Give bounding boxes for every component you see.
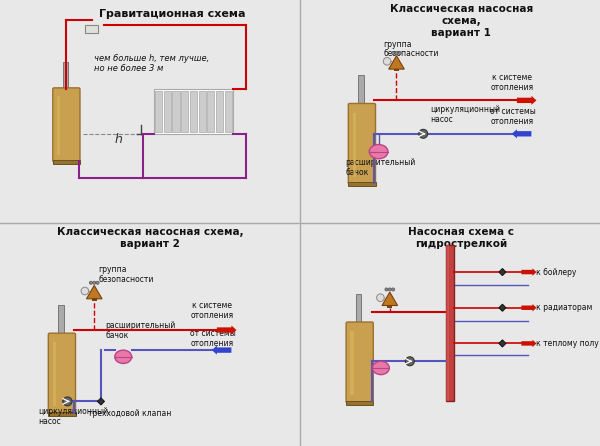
Bar bbox=[224, 91, 232, 132]
Bar bbox=[207, 91, 214, 132]
Text: циркуляционный: циркуляционный bbox=[430, 104, 500, 113]
Text: от системы: от системы bbox=[490, 107, 535, 116]
Text: насос: насос bbox=[38, 417, 61, 425]
FancyBboxPatch shape bbox=[53, 88, 80, 162]
FancyArrow shape bbox=[512, 129, 532, 138]
Bar bbox=[350, 331, 354, 395]
Bar bbox=[394, 69, 399, 71]
Text: к бойлеру: к бойлеру bbox=[536, 268, 576, 277]
Text: группа: группа bbox=[383, 40, 412, 49]
Bar bbox=[57, 96, 61, 155]
FancyBboxPatch shape bbox=[49, 333, 76, 414]
Bar bbox=[216, 91, 223, 132]
Bar bbox=[58, 305, 64, 334]
Polygon shape bbox=[382, 292, 398, 306]
Text: бачок: бачок bbox=[106, 331, 129, 340]
Ellipse shape bbox=[373, 361, 389, 375]
Bar bbox=[62, 62, 68, 89]
Text: Гравитационная схема: Гравитационная схема bbox=[99, 9, 245, 19]
Text: безопасности: безопасности bbox=[99, 275, 154, 284]
Bar bbox=[164, 91, 171, 132]
Ellipse shape bbox=[115, 350, 132, 363]
Bar bbox=[181, 91, 188, 132]
Polygon shape bbox=[97, 398, 104, 405]
Bar bbox=[349, 182, 376, 186]
Circle shape bbox=[89, 281, 92, 285]
Polygon shape bbox=[499, 304, 506, 311]
Text: Классическая насосная схема,
вариант 2: Классическая насосная схема, вариант 2 bbox=[56, 227, 244, 249]
Bar bbox=[49, 412, 76, 416]
Circle shape bbox=[388, 288, 391, 291]
Polygon shape bbox=[389, 56, 404, 69]
FancyBboxPatch shape bbox=[349, 103, 376, 184]
Text: отопления: отопления bbox=[191, 311, 234, 320]
Text: насос: насос bbox=[430, 115, 452, 124]
Bar bbox=[92, 298, 97, 301]
Circle shape bbox=[383, 58, 391, 65]
Text: к теплому полу: к теплому полу bbox=[536, 339, 599, 348]
Text: Классическая насосная
схема,
вариант 1: Классическая насосная схема, вариант 1 bbox=[389, 4, 533, 37]
Text: к системе: к системе bbox=[493, 73, 532, 82]
FancyArrow shape bbox=[521, 304, 536, 311]
Text: h: h bbox=[115, 133, 123, 146]
Text: к системе: к системе bbox=[193, 301, 232, 310]
Bar bbox=[387, 305, 392, 308]
Circle shape bbox=[385, 288, 388, 291]
Circle shape bbox=[81, 287, 89, 295]
Bar bbox=[154, 89, 233, 134]
Circle shape bbox=[63, 397, 72, 406]
Bar bbox=[190, 91, 197, 132]
Text: трехходовой клапан: трехходовой клапан bbox=[88, 409, 171, 418]
FancyBboxPatch shape bbox=[346, 322, 373, 403]
Text: расширительный: расширительный bbox=[345, 158, 415, 167]
Bar bbox=[53, 160, 80, 164]
Bar bbox=[446, 245, 449, 401]
Polygon shape bbox=[499, 340, 506, 347]
Bar bbox=[346, 401, 373, 405]
Polygon shape bbox=[86, 285, 102, 299]
Text: к радиаторам: к радиаторам bbox=[536, 303, 592, 312]
Text: безопасности: безопасности bbox=[383, 49, 439, 58]
Circle shape bbox=[392, 51, 395, 54]
Text: отопления: отопления bbox=[191, 339, 234, 347]
FancyArrow shape bbox=[521, 340, 536, 347]
Bar bbox=[172, 91, 180, 132]
Text: Насосная схема с
гидрострелкой: Насосная схема с гидрострелкой bbox=[408, 227, 514, 249]
Text: отопления: отопления bbox=[491, 117, 534, 126]
Bar bbox=[353, 113, 356, 177]
Text: отопления: отопления bbox=[491, 83, 534, 92]
Circle shape bbox=[392, 288, 395, 291]
Circle shape bbox=[377, 294, 384, 301]
Bar bbox=[85, 25, 98, 33]
Text: чем больше h, тем лучше,
но не более 3 м: чем больше h, тем лучше, но не более 3 м bbox=[94, 54, 209, 73]
FancyArrow shape bbox=[517, 96, 536, 105]
Circle shape bbox=[406, 357, 415, 366]
Circle shape bbox=[92, 281, 96, 285]
Circle shape bbox=[96, 281, 99, 285]
Bar bbox=[358, 75, 364, 105]
Text: расширительный: расширительный bbox=[106, 321, 176, 330]
Text: циркуляционный: циркуляционный bbox=[38, 407, 109, 416]
Bar bbox=[199, 91, 206, 132]
Bar bbox=[53, 343, 56, 406]
Text: от системы: от системы bbox=[190, 329, 235, 338]
Circle shape bbox=[419, 129, 428, 138]
FancyArrow shape bbox=[521, 268, 536, 276]
FancyArrow shape bbox=[217, 326, 236, 334]
FancyArrow shape bbox=[212, 346, 232, 355]
Polygon shape bbox=[499, 268, 506, 276]
Circle shape bbox=[398, 51, 401, 54]
Circle shape bbox=[395, 51, 398, 54]
Bar bbox=[155, 91, 163, 132]
Bar bbox=[356, 294, 361, 323]
Ellipse shape bbox=[369, 145, 388, 159]
Bar bbox=[446, 245, 454, 401]
Text: бачок: бачок bbox=[345, 168, 368, 177]
Text: группа: группа bbox=[99, 265, 127, 274]
